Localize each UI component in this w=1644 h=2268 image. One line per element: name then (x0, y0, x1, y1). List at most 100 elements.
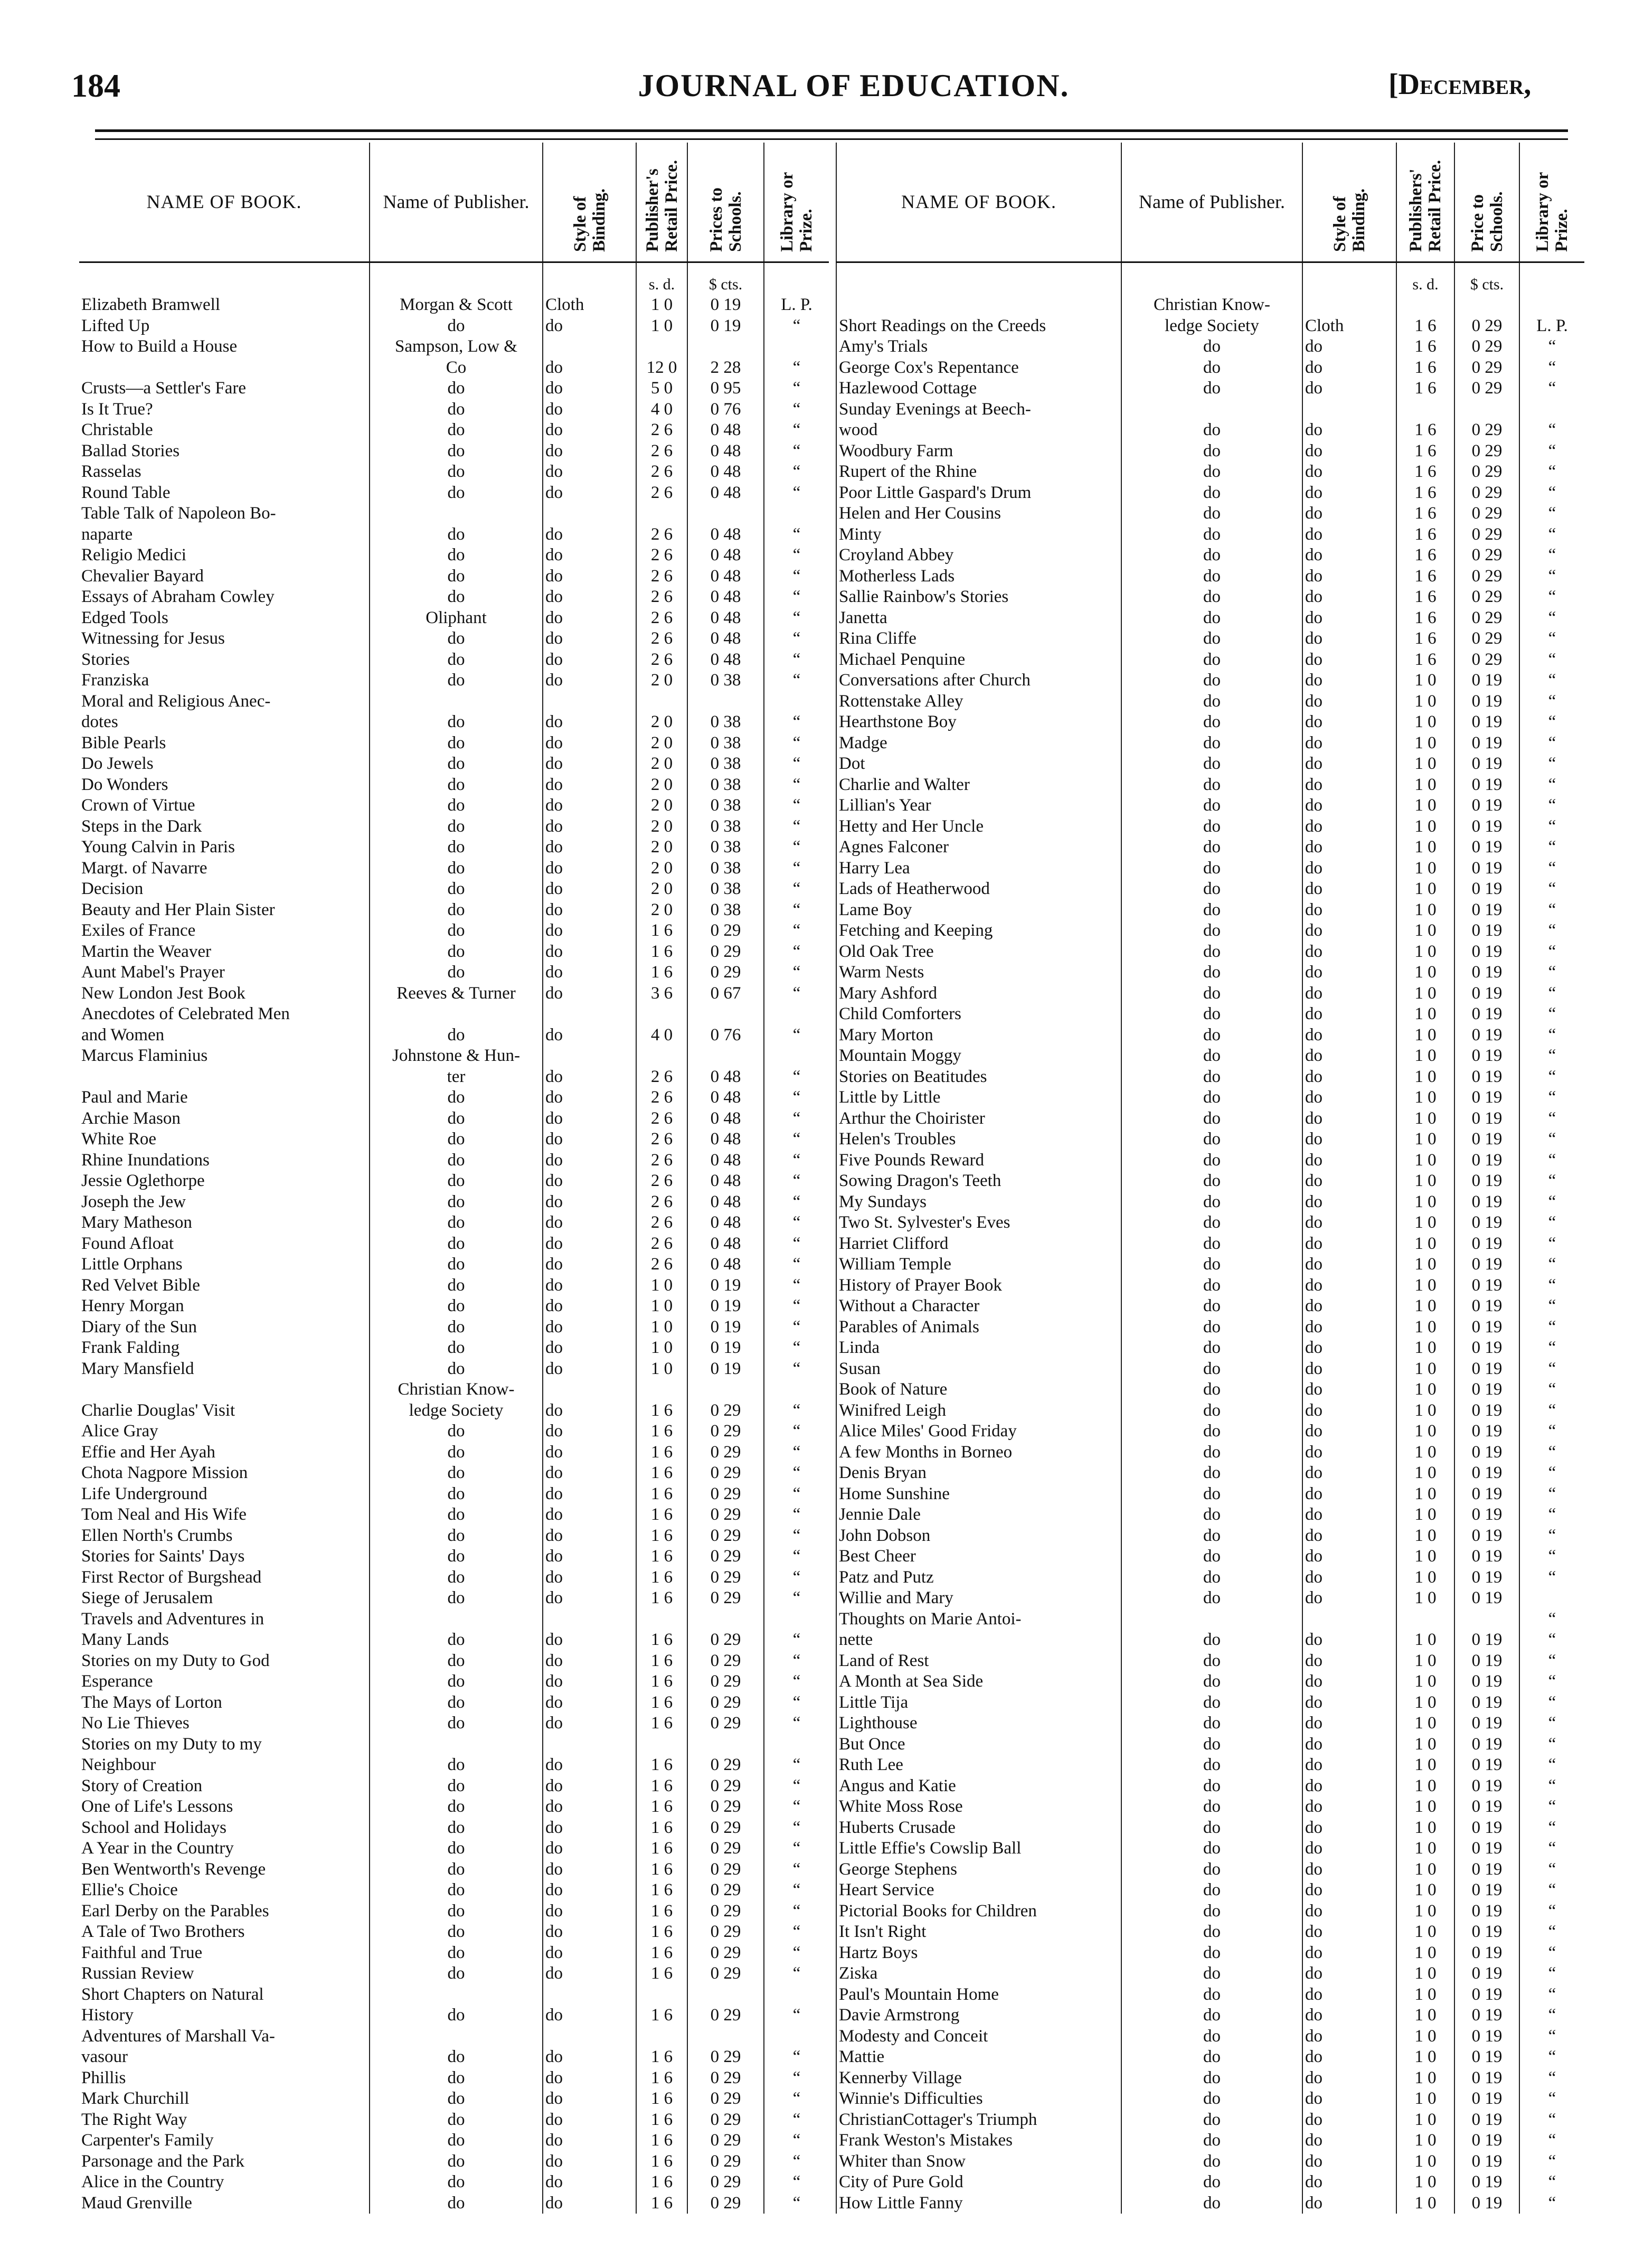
school-price: 0 19 (687, 1275, 764, 1296)
retail-price: 1 0 (1396, 1859, 1454, 1880)
publisher: do (1121, 420, 1302, 441)
library-or-prize: “ (1519, 503, 1584, 524)
library-or-prize: “ (763, 795, 829, 816)
retail-price: 1 0 (1396, 962, 1454, 983)
school-price: 0 29 (687, 1692, 764, 1713)
binding: do (1302, 1358, 1396, 1379)
library-or-prize: “ (763, 2109, 829, 2130)
table-row: Thoughts on Marie Antoi- “ (836, 1608, 1584, 1630)
book-name: Pictorial Books for Children (836, 1900, 1121, 1922)
publisher: do (369, 1525, 543, 1546)
retail-price: 1 0 (1396, 2130, 1454, 2151)
book-name: It Isn't Right (836, 1922, 1121, 1943)
library-or-prize: “ (763, 983, 829, 1004)
retail-price: 1 0 (1396, 1171, 1454, 1192)
binding (542, 1608, 636, 1630)
library-or-prize: “ (763, 837, 829, 858)
binding: do (542, 1233, 636, 1254)
retail-price: 2 6 (636, 628, 687, 650)
retail-price: 1 0 (1396, 1087, 1454, 1108)
school-price (1454, 295, 1519, 316)
retail-price: 1 6 (636, 1463, 687, 1484)
retail-price: 1 6 (636, 1525, 687, 1546)
retail-price: 1 0 (1396, 712, 1454, 733)
book-name: Table Talk of Napoleon Bo- (81, 504, 276, 523)
library-or-prize: “ (1519, 712, 1584, 733)
binding: do (1302, 1567, 1396, 1588)
school-price: 0 19 (687, 1338, 764, 1359)
retail-price: 4 0 (636, 399, 687, 420)
retail-price: 1 0 (1396, 670, 1454, 691)
school-price: 0 19 (1454, 1087, 1519, 1108)
library-or-prize: “ (1519, 1963, 1584, 1984)
school-price: 0 19 (1454, 1796, 1519, 1818)
school-price: 0 29 (687, 1859, 764, 1880)
book-name: Kennerby Village (836, 2067, 1121, 2088)
retail-price: 1 6 (636, 1692, 687, 1713)
publisher: do (369, 1859, 543, 1880)
binding: do (542, 2172, 636, 2193)
binding: do (542, 754, 636, 775)
library-or-prize: “ (763, 1066, 829, 1087)
publisher: do (369, 524, 543, 545)
publisher: do (369, 712, 543, 733)
publisher: do (1121, 1191, 1302, 1212)
book-name: Parsonage and the Park (81, 2151, 244, 2171)
book-name: Mary Matheson (81, 1213, 192, 1232)
book-name: nette (836, 1630, 1121, 1651)
binding (542, 691, 636, 712)
book-name: Anecdotes of Celebrated Men (81, 1004, 290, 1023)
retail-price: 2 0 (636, 879, 687, 900)
school-price: 0 29 (687, 2130, 764, 2151)
book-name: Amy's Trials (836, 336, 1121, 357)
publisher: Christian Know- (1121, 295, 1302, 316)
book-name: Martin the Weaver (81, 942, 211, 961)
library-or-prize: “ (763, 816, 829, 837)
school-price: 0 29 (1454, 315, 1519, 336)
library-or-prize: “ (763, 2088, 829, 2110)
retail-price: 2 0 (636, 670, 687, 691)
retail-price: 2 6 (636, 1129, 687, 1150)
publisher: do (369, 1024, 543, 1046)
publisher (1121, 1608, 1302, 1630)
retail-price: 1 6 (636, 2088, 687, 2110)
book-name: Stories on my Duty to my (81, 1734, 262, 1754)
library-or-prize: “ (1519, 1483, 1584, 1504)
book-name (79, 357, 370, 379)
book-name: Bible Pearls (81, 733, 166, 752)
library-or-prize: “ (763, 1588, 829, 1609)
binding: do (1302, 1838, 1396, 1859)
book-name: Religio Medici (81, 545, 186, 564)
school-price: 0 19 (1454, 837, 1519, 858)
retail-price: 1 0 (1396, 1004, 1454, 1025)
retail-price (1396, 1608, 1454, 1630)
publisher: do (1121, 837, 1302, 858)
binding: do (1302, 1734, 1396, 1755)
retail-price: 1 0 (1396, 1755, 1454, 1776)
retail-price: 1 0 (1396, 1942, 1454, 1963)
binding: do (542, 399, 636, 420)
library-or-prize: “ (1519, 754, 1584, 775)
retail-price: 1 0 (636, 295, 687, 316)
publisher: do (1121, 858, 1302, 879)
publisher: do (1121, 2130, 1302, 2151)
publisher: do (369, 545, 543, 566)
binding: do (1302, 1087, 1396, 1108)
school-price: 0 29 (1454, 566, 1519, 587)
publisher: do (369, 1567, 543, 1588)
school-price: 0 38 (687, 795, 764, 816)
book-name: Davie Armstrong (836, 2005, 1121, 2026)
